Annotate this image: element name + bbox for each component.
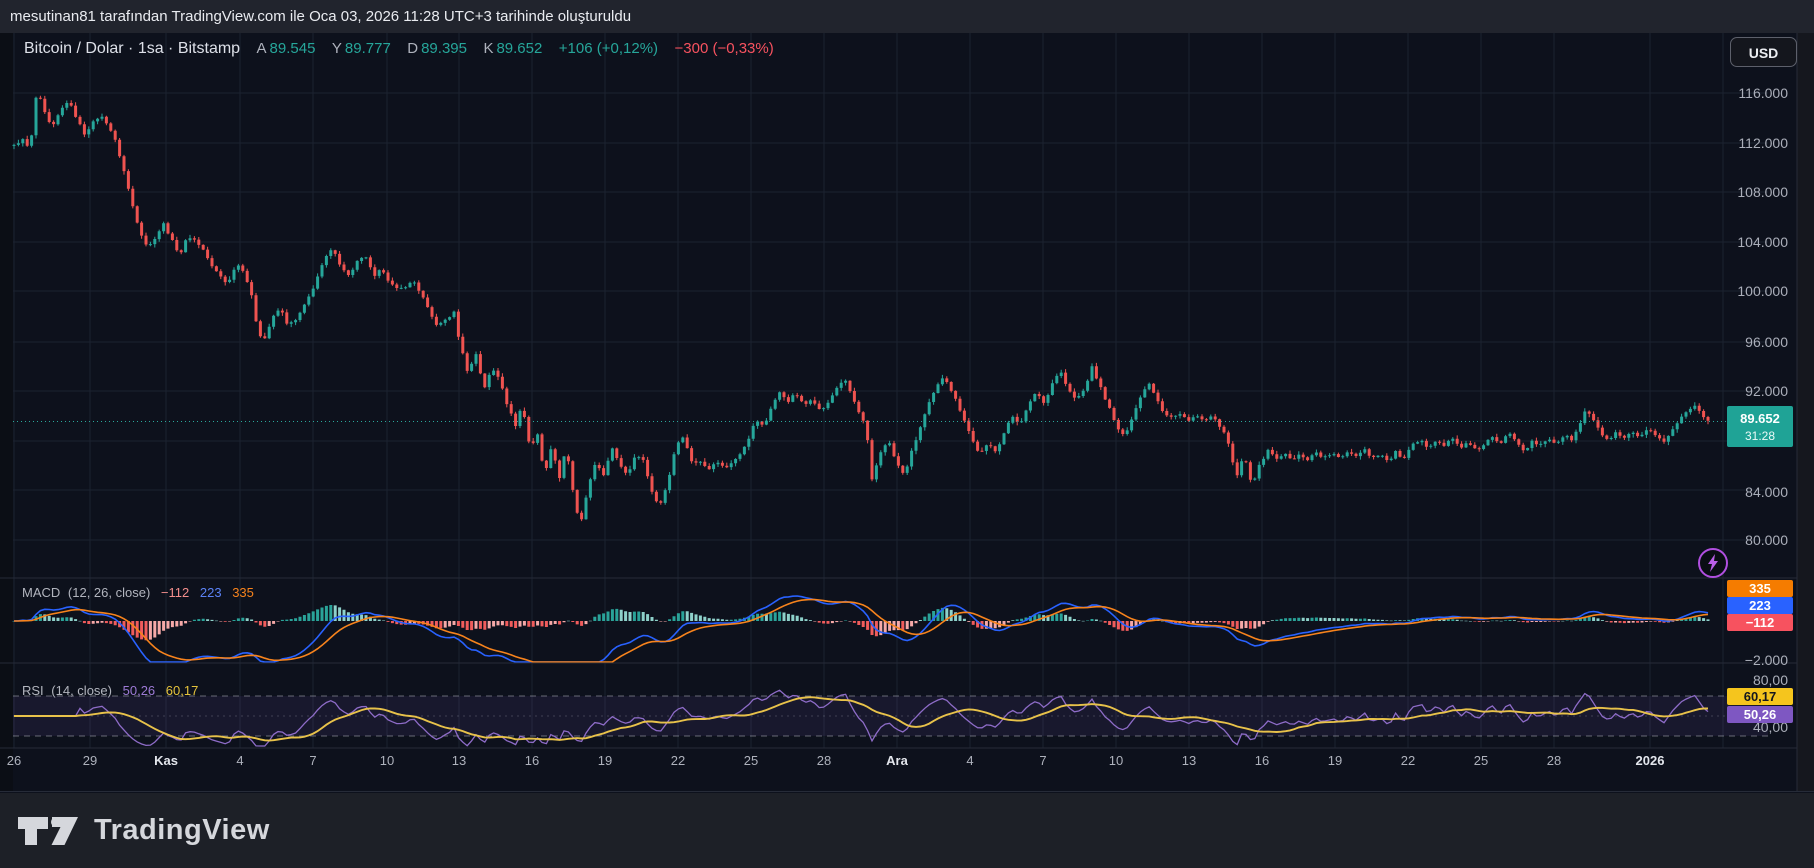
time-axis-label: 16 (1255, 753, 1269, 768)
lightning-icon (1705, 554, 1721, 572)
tradingview-wordmark[interactable]: TradingView (94, 814, 270, 847)
open-label: A (257, 40, 267, 57)
quick-trade-button[interactable] (1698, 548, 1728, 578)
time-axis-label: 25 (1474, 753, 1488, 768)
time-axis-label: 13 (1182, 753, 1196, 768)
macd-axis-label: −2.000 (1745, 652, 1788, 668)
symbol-header: Bitcoin / Dolar · 1sa · Bitstamp A89.545… (24, 38, 777, 60)
rsi-ma-value: 60,17 (166, 683, 199, 698)
time-axis-label: 2026 (1636, 753, 1665, 768)
time-axis-label: 19 (598, 753, 612, 768)
bar-countdown: 31:28 (1727, 428, 1793, 444)
time-axis-label: 29 (83, 753, 97, 768)
candlesticks (13, 96, 1710, 521)
time-axis-label: 4 (966, 753, 973, 768)
rsi-study-legend[interactable]: RSI (14, close) 50,26 60,17 (22, 682, 205, 700)
time-axis-label: 10 (1109, 753, 1123, 768)
high-value: 89.777 (345, 40, 391, 57)
currency-toggle-button[interactable]: USD (1730, 37, 1797, 67)
macd-study-legend[interactable]: MACD (12, 26, close) −112 223 335 (22, 584, 261, 602)
low-value: 89.395 (421, 40, 467, 57)
time-axis-label: 26 (7, 753, 21, 768)
last-price-value: 89.652 (1727, 409, 1793, 428)
time-axis-label: Kas (154, 753, 178, 768)
time-axis-label: 28 (817, 753, 831, 768)
close-label: K (483, 40, 493, 57)
price-axis-label: 104.000 (1737, 234, 1788, 250)
time-axis-label: 10 (380, 753, 394, 768)
time-axis-label: 7 (1039, 753, 1046, 768)
macd-params: (12, 26, close) (68, 585, 150, 600)
price-axis-label: 112.000 (1738, 135, 1788, 151)
low-label: D (407, 40, 418, 57)
time-axis-label: 22 (1401, 753, 1415, 768)
footer-bar: TradingView (0, 793, 1814, 868)
macd-hist-badge: −112 (1727, 614, 1793, 631)
rsi-value: 50,26 (123, 683, 156, 698)
time-axis-label: 25 (744, 753, 758, 768)
time-axis-label: 22 (671, 753, 685, 768)
price-chart-canvas[interactable] (0, 0, 1814, 868)
macd-hist-value: −112 (161, 585, 189, 600)
price-axis-label: 100.000 (1737, 283, 1788, 299)
time-axis-label: 4 (236, 753, 243, 768)
macd-title: MACD (22, 585, 60, 600)
change-value: +106 (+0,12%) (559, 40, 658, 57)
rsi-ma-badge: 60,17 (1727, 688, 1793, 705)
time-axis-label: Ara (886, 753, 908, 768)
symbol-description[interactable]: Bitcoin / Dolar · 1sa · Bitstamp (24, 40, 240, 57)
price-axis-label: 84.000 (1745, 484, 1788, 500)
price-axis-label: 80.000 (1745, 532, 1788, 548)
price-axis-label: 108.000 (1737, 184, 1788, 200)
macd-signal-value: 335 (232, 585, 254, 600)
time-axis-label: 13 (452, 753, 466, 768)
rsi-value-badge: 50,26 (1727, 706, 1793, 723)
price-axis-label: 96.000 (1745, 334, 1788, 350)
rsi-title: RSI (22, 683, 44, 698)
high-label: Y (332, 40, 342, 57)
macd-line-badge: 223 (1727, 597, 1793, 614)
macd-line-value: 223 (200, 585, 222, 600)
macd-line (14, 596, 1708, 662)
time-axis-label: 7 (309, 753, 316, 768)
last-price-badge: 89.652 31:28 (1727, 406, 1793, 447)
open-value: 89.545 (270, 40, 316, 57)
price-axis-label: 92.000 (1745, 383, 1788, 399)
rsi-params: (14, close) (51, 683, 112, 698)
macd-signal-badge: 335 (1727, 580, 1793, 597)
secondary-change-value: −300 (−0,33%) (675, 40, 774, 57)
price-axis-label: 116.000 (1738, 85, 1788, 101)
tradingview-snapshot: mesutinan81 tarafından TradingView.com i… (0, 0, 1814, 868)
macd-histogram (13, 605, 1710, 640)
close-value: 89.652 (496, 40, 542, 57)
time-axis-label: 19 (1328, 753, 1342, 768)
time-axis-label: 16 (525, 753, 539, 768)
tradingview-logo-icon[interactable] (16, 814, 80, 848)
rsi-axis-label-80: 80,00 (1753, 672, 1788, 688)
time-axis-label: 28 (1547, 753, 1561, 768)
